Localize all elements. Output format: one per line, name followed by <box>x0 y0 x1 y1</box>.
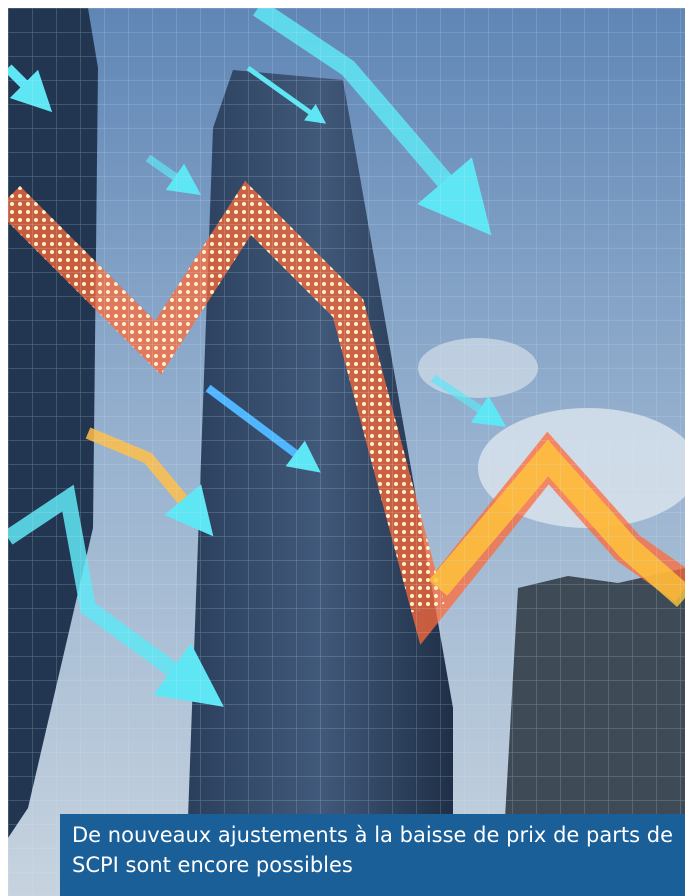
photo <box>8 8 685 896</box>
page: De nouveaux ajustements à la baisse de p… <box>0 0 685 896</box>
caption: De nouveaux ajustements à la baisse de p… <box>60 814 685 896</box>
